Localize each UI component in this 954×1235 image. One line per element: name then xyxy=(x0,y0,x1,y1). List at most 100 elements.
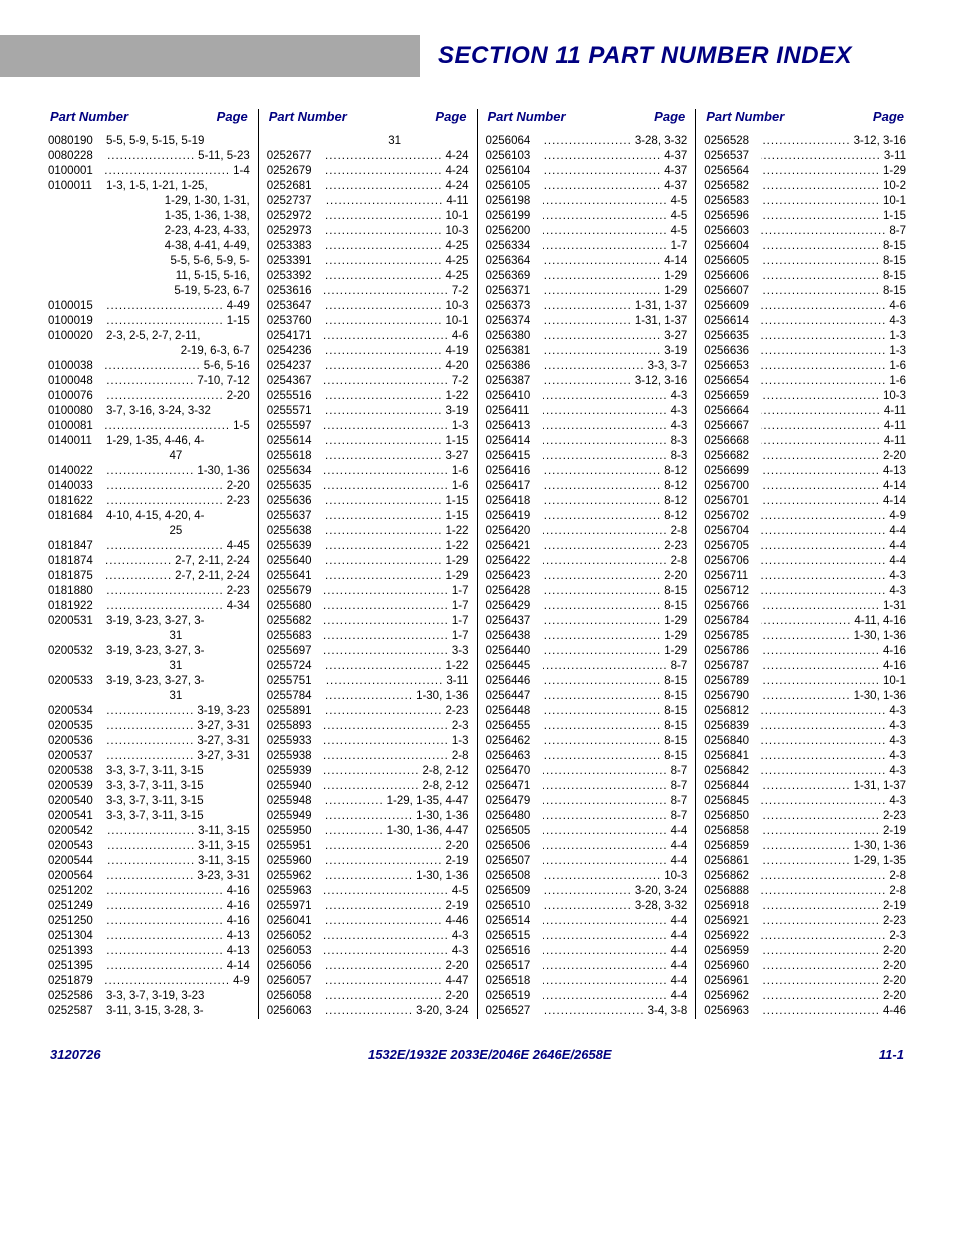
leader-dots xyxy=(761,824,880,839)
page-ref: 4-9 xyxy=(233,974,250,989)
part-number: 0100001 xyxy=(48,164,102,179)
page-ref: 1-31 xyxy=(883,599,906,614)
footer-left: 3120726 xyxy=(50,1047,101,1062)
part-number: 0255640 xyxy=(267,554,321,569)
index-row: 02568622-8 xyxy=(704,869,906,884)
leader-dots xyxy=(324,764,420,779)
page-ref: 4-25 xyxy=(445,269,468,284)
page-ref: 8-15 xyxy=(664,689,687,704)
part-number: 0253616 xyxy=(267,284,321,299)
part-number: 0255951 xyxy=(267,839,321,854)
index-row: 01818742-7, 2-11, 2-24 xyxy=(48,554,250,569)
page-ref: 4-4 xyxy=(671,944,688,959)
page-ref: 4-3 xyxy=(889,704,906,719)
index-row: 02559331-3 xyxy=(267,734,469,749)
page-ref: 3-11, 3-15 xyxy=(198,824,250,839)
part-number: 0256786 xyxy=(704,644,758,659)
part-number: 0256844 xyxy=(704,779,758,794)
part-number: 0100076 xyxy=(48,389,102,404)
page-ref: 2-23 xyxy=(883,914,906,929)
leader-dots xyxy=(543,749,662,764)
page-ref: 4-4 xyxy=(671,989,688,1004)
page-ref: 1-22 xyxy=(445,539,468,554)
index-row: 02564104-3 xyxy=(486,389,688,404)
leader-dots xyxy=(761,659,880,674)
index-row: 02559402-8, 2-12 xyxy=(267,779,469,794)
part-number: 0251879 xyxy=(48,974,102,989)
leader-dots xyxy=(761,809,880,824)
leader-dots xyxy=(761,884,886,899)
index-row: 02556411-29 xyxy=(267,569,469,584)
part-number: 0100020 xyxy=(48,329,102,344)
index-row: 02533834-25 xyxy=(267,239,469,254)
index-row: 02564718-7 xyxy=(486,779,688,794)
part-number: 0200543 xyxy=(48,839,102,854)
page-ref: 8-12 xyxy=(664,479,687,494)
index-row: 01000803-7, 3-16, 3-24, 3-32 xyxy=(48,404,250,419)
index-row: 02569182-19 xyxy=(704,899,906,914)
index-row: 02565641-29 xyxy=(704,164,906,179)
page-ref: 4-34 xyxy=(227,599,250,614)
leader-dots xyxy=(324,779,420,794)
page-ref: 10-3 xyxy=(445,299,468,314)
index-row: 02526794-24 xyxy=(267,164,469,179)
part-number: 0256064 xyxy=(486,134,540,149)
part-number: 0256415 xyxy=(486,449,540,464)
index-row: 01000011-4 xyxy=(48,164,250,179)
leader-dots xyxy=(105,869,194,884)
page-ref: 2-23 xyxy=(445,704,468,719)
part-number: 0256200 xyxy=(486,224,540,239)
leader-dots xyxy=(324,374,449,389)
page-ref: 1-31, 1-37 xyxy=(635,314,687,329)
continuation-line: 2-23, 4-23, 4-33, xyxy=(48,224,250,239)
index-row: 02005643-23, 3-31 xyxy=(48,869,250,884)
index-row: 02565144-4 xyxy=(486,914,688,929)
leader-dots xyxy=(543,134,632,149)
index-row: 02568611-29, 1-35 xyxy=(704,854,906,869)
page-ref: 4-14 xyxy=(664,254,687,269)
part-number: 0256374 xyxy=(486,314,540,329)
part-number: 0200536 xyxy=(48,734,102,749)
page-ref: 4-5 xyxy=(671,194,688,209)
leader-dots xyxy=(543,299,632,314)
part-number: 0256519 xyxy=(486,989,540,1004)
page: SECTION 11 PART NUMBER INDEX Part Number… xyxy=(0,0,954,1082)
leader-dots xyxy=(324,224,443,239)
index-row: 02564401-29 xyxy=(486,644,688,659)
index-row: 02567024-9 xyxy=(704,509,906,524)
leader-dots xyxy=(761,149,881,164)
leader-dots xyxy=(761,599,880,614)
index-column: Part NumberPage00801905-5, 5-9, 5-15, 5-… xyxy=(48,109,259,1019)
leader-dots xyxy=(105,824,195,839)
leader-dots xyxy=(324,569,443,584)
part-number: 0100080 xyxy=(48,404,102,419)
part-number: 0256411 xyxy=(486,404,540,419)
index-row: 02560414-46 xyxy=(267,914,469,929)
page-ref: 4-16 xyxy=(227,884,250,899)
part-number: 0256636 xyxy=(704,344,758,359)
page-ref: 2-20 xyxy=(883,974,906,989)
page-ref: 3-19, 3-23, 3-27, 3- xyxy=(106,644,204,659)
part-number: 0256596 xyxy=(704,209,758,224)
index-row: 02565164-4 xyxy=(486,944,688,959)
index-column: Part NumberPage02560643-28, 3-3202561034… xyxy=(478,109,697,1019)
leader-dots xyxy=(324,239,443,254)
index-column: Part NumberPage02565283-12, 3-1602565373… xyxy=(696,109,906,1019)
part-number: 0181684 xyxy=(48,509,102,524)
index-row: 02568502-23 xyxy=(704,809,906,824)
part-number: 0252587 xyxy=(48,1004,102,1019)
leader-dots xyxy=(761,194,880,209)
leader-dots xyxy=(543,869,662,884)
part-number: 0253760 xyxy=(267,314,321,329)
part-number: 0256787 xyxy=(704,659,758,674)
index-row: 02564468-15 xyxy=(486,674,688,689)
page-ref: 1-29 xyxy=(883,164,906,179)
part-number: 0140033 xyxy=(48,479,102,494)
page-ref: 3-11, 3-15 xyxy=(198,839,250,854)
continuation-line: 5-5, 5-6, 5-9, 5- xyxy=(48,254,250,269)
leader-dots xyxy=(761,164,880,179)
index-row: 025376010-1 xyxy=(267,314,469,329)
leader-dots xyxy=(324,869,413,884)
index-row: 02559501-30, 1-36, 4-47 xyxy=(267,824,469,839)
index-row: 02567014-14 xyxy=(704,494,906,509)
